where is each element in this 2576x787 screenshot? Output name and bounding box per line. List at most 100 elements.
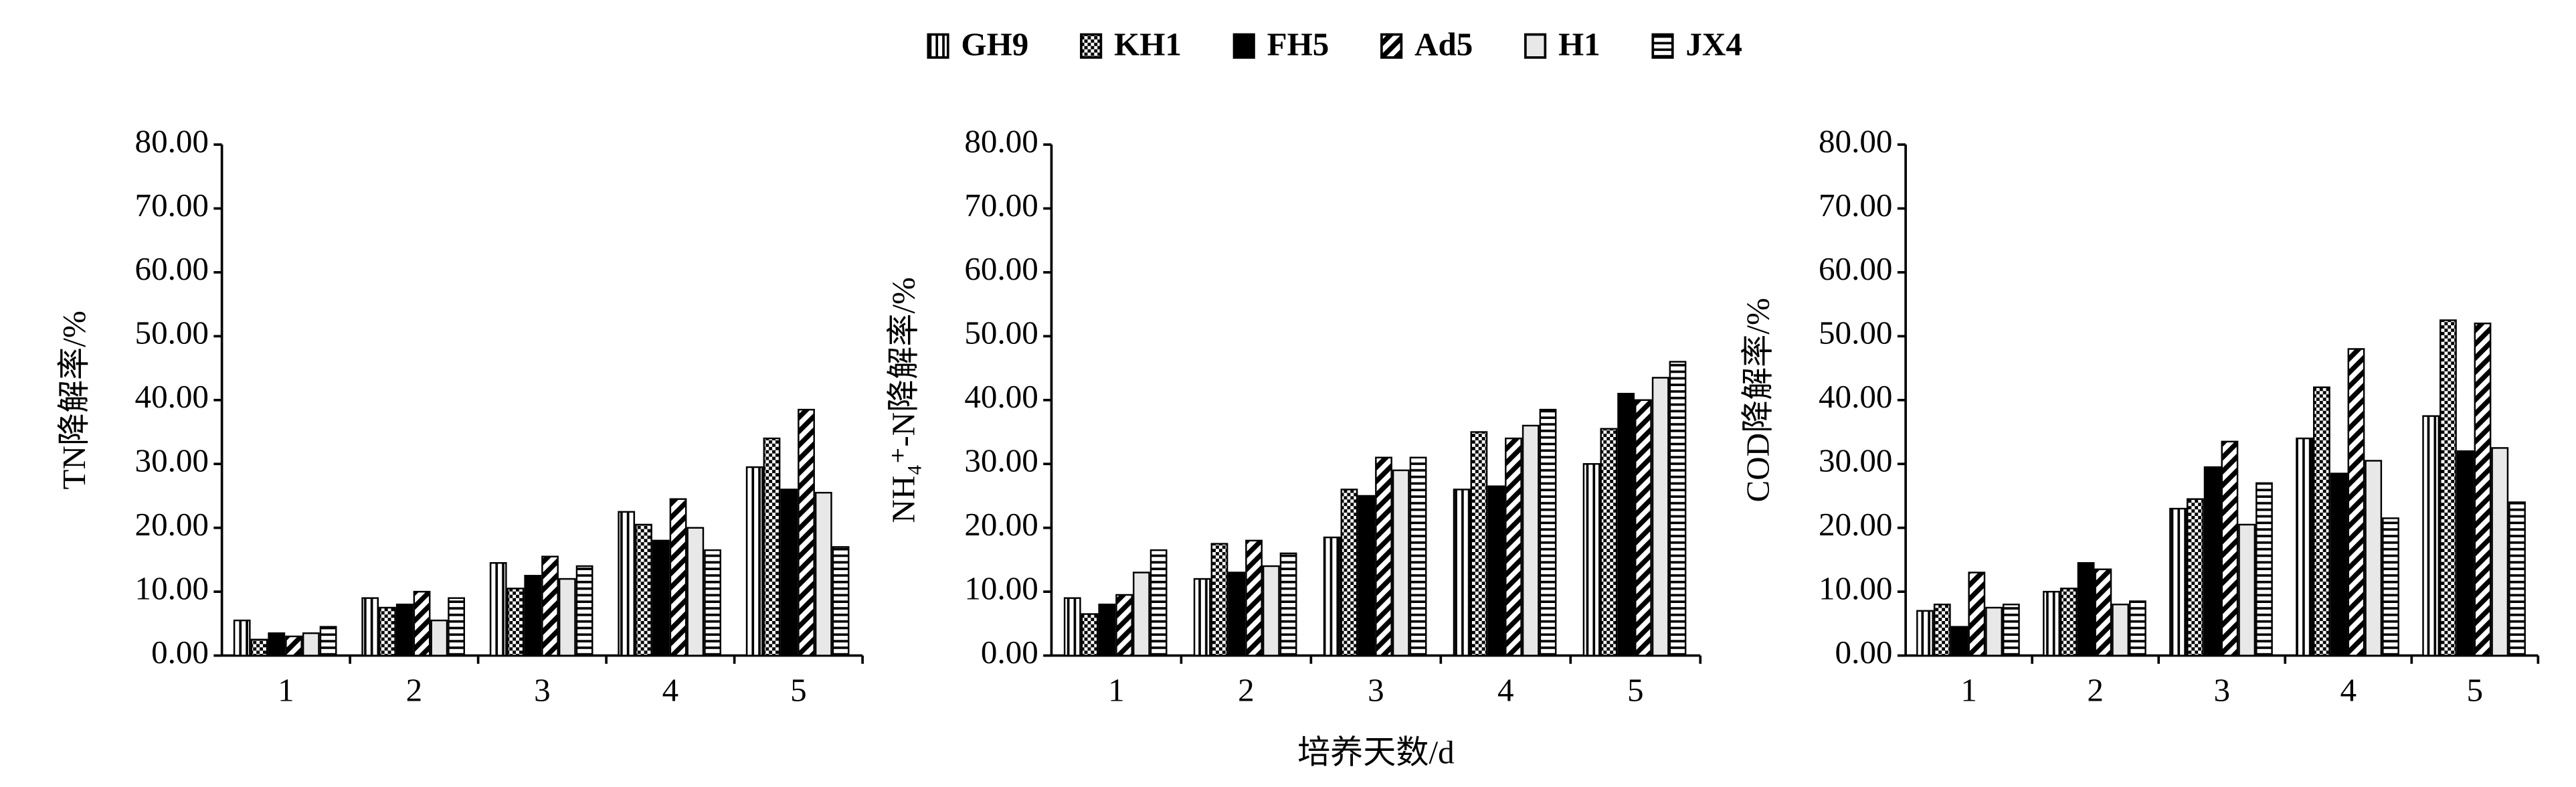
y-tick-label: 60.00 bbox=[1819, 250, 1892, 287]
y-tick-label: 0.00 bbox=[151, 634, 209, 671]
bar bbox=[413, 590, 431, 657]
bar bbox=[1081, 613, 1099, 657]
bar bbox=[2347, 348, 2365, 657]
bar bbox=[2043, 590, 2060, 657]
bar bbox=[524, 575, 542, 657]
bar bbox=[2422, 415, 2440, 657]
bar bbox=[1635, 399, 1652, 657]
y-tick-label: 50.00 bbox=[135, 315, 209, 351]
bar bbox=[319, 626, 337, 657]
y-tick-label: 70.00 bbox=[964, 187, 1038, 224]
y-tick-label: 10.00 bbox=[964, 570, 1038, 606]
y-tick-label: 50.00 bbox=[964, 315, 1038, 351]
bar bbox=[1245, 539, 1263, 657]
bar bbox=[780, 489, 798, 657]
bar bbox=[745, 466, 763, 657]
bar bbox=[430, 619, 448, 657]
bar bbox=[1669, 361, 1687, 657]
legend-label: H1 bbox=[1558, 25, 1600, 62]
legend-swatch bbox=[1651, 33, 1674, 59]
bar bbox=[507, 588, 525, 657]
x-tick-label: 4 bbox=[1497, 671, 1514, 708]
bar bbox=[1375, 456, 1392, 657]
bar bbox=[285, 635, 302, 657]
bar bbox=[1132, 572, 1150, 657]
bar bbox=[2440, 319, 2457, 657]
bar bbox=[1933, 604, 1951, 657]
bar bbox=[2169, 507, 2187, 657]
bar bbox=[1600, 428, 1618, 657]
bar bbox=[558, 578, 576, 657]
bar bbox=[1505, 437, 1522, 657]
x-tick-label: 1 bbox=[278, 671, 294, 708]
bar bbox=[652, 539, 670, 657]
bar bbox=[686, 527, 705, 657]
bar bbox=[250, 638, 268, 657]
bar bbox=[2077, 561, 2095, 657]
bar bbox=[1985, 606, 2003, 657]
bar bbox=[2296, 437, 2313, 657]
x-tick-label: 1 bbox=[1108, 671, 1125, 708]
bar bbox=[1916, 610, 1934, 657]
y-tick-label: 10.00 bbox=[1819, 570, 1892, 606]
x-tick-label: 1 bbox=[1960, 671, 1977, 708]
bar bbox=[1487, 485, 1505, 657]
bar bbox=[1262, 565, 1280, 657]
y-tick-label: 70.00 bbox=[135, 187, 209, 224]
bar bbox=[268, 632, 286, 657]
bar bbox=[1522, 424, 1540, 657]
bar bbox=[1950, 626, 1968, 657]
legend-label: Ad5 bbox=[1414, 25, 1473, 62]
bar bbox=[669, 498, 687, 657]
x-tick-label: 5 bbox=[1627, 671, 1644, 708]
bar bbox=[541, 555, 559, 657]
y-tick-label: 0.00 bbox=[1835, 634, 1893, 671]
legend-swatch bbox=[927, 33, 949, 59]
bar bbox=[1193, 578, 1211, 657]
y-tick-label: 30.00 bbox=[964, 442, 1038, 479]
y-tick-label: 40.00 bbox=[964, 378, 1038, 415]
legend-label: JX4 bbox=[1685, 25, 1742, 62]
bar bbox=[2508, 501, 2526, 657]
x-axis-label: 培养天数/d bbox=[1297, 734, 1455, 771]
bar bbox=[2203, 466, 2221, 657]
bar bbox=[2129, 600, 2146, 657]
y-tick-label: 80.00 bbox=[1819, 122, 1892, 159]
y-tick-label: 20.00 bbox=[135, 506, 209, 543]
bar bbox=[1228, 572, 1246, 657]
bar bbox=[1582, 463, 1600, 657]
bar bbox=[2221, 440, 2239, 657]
legend-swatch bbox=[1232, 33, 1255, 59]
x-tick-label: 5 bbox=[2467, 671, 2484, 708]
bar bbox=[2474, 323, 2492, 657]
bar bbox=[798, 408, 815, 657]
x-tick-label: 5 bbox=[790, 671, 807, 708]
bar bbox=[1470, 431, 1488, 657]
legend-label: FH5 bbox=[1267, 25, 1329, 62]
bar bbox=[1279, 552, 1297, 657]
bar bbox=[2382, 517, 2399, 657]
bar bbox=[2059, 588, 2078, 657]
bar bbox=[1617, 393, 1635, 657]
bar bbox=[2094, 568, 2112, 657]
x-tick-label: 2 bbox=[406, 671, 423, 708]
bar bbox=[361, 597, 379, 657]
bar bbox=[635, 523, 652, 657]
bar bbox=[1063, 597, 1081, 657]
bar bbox=[1968, 572, 1986, 657]
y-tick-label: 50.00 bbox=[1819, 315, 1892, 351]
bar bbox=[2491, 447, 2509, 657]
legend-label: GH9 bbox=[961, 25, 1028, 62]
bar bbox=[448, 597, 465, 657]
bar bbox=[1149, 549, 1168, 657]
x-tick-label: 4 bbox=[662, 671, 679, 708]
bar bbox=[2312, 386, 2330, 657]
bar bbox=[1210, 543, 1228, 657]
y-tick-label: 40.00 bbox=[1819, 378, 1892, 415]
bar bbox=[1539, 408, 1557, 657]
legend-swatch bbox=[1080, 33, 1103, 59]
x-tick-label: 2 bbox=[1238, 671, 1255, 708]
bar bbox=[1115, 594, 1133, 657]
